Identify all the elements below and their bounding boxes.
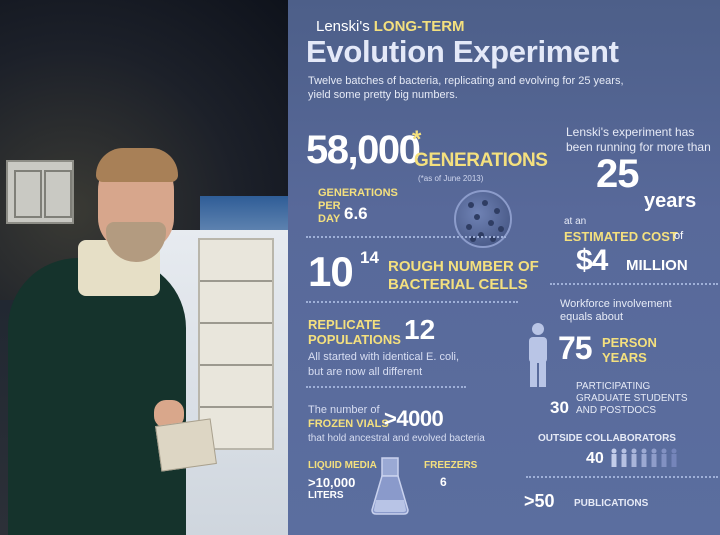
generations-note: (*as of June 2013) — [418, 174, 484, 183]
liquid-media-value: >10,000 — [308, 475, 356, 490]
per-day-label-2: PER — [318, 200, 341, 212]
cost-intro: at an — [564, 216, 587, 227]
frozen-vials-intro: The number of — [308, 404, 380, 416]
years-label: years — [644, 190, 697, 212]
cost-of: of — [674, 230, 684, 242]
cost-label: ESTIMATED COST — [564, 229, 678, 244]
generations-label: GENERATIONS — [414, 150, 548, 171]
workforce-line2: equals about — [560, 311, 623, 323]
person-years-label-1: PERSON — [602, 335, 657, 350]
liquid-media-unit: LITERS — [308, 490, 344, 501]
liquid-media-label: LIQUID MEDIA — [308, 460, 377, 471]
person-years-value: 75 — [558, 330, 593, 366]
subtitle-line1: Twelve batches of bacteria, replicating … — [308, 75, 624, 87]
cells-exponent: 14 — [360, 248, 379, 267]
header-kicker: Lenski's LONG-TERM — [316, 18, 465, 35]
people-row-icon — [611, 448, 677, 467]
header-lenski: Lenski's — [316, 18, 370, 35]
person-years-label-2: YEARS — [602, 350, 647, 365]
freezers-label: FREEZERS — [424, 460, 478, 471]
collaborators-value: 40 — [586, 450, 604, 467]
cost-unit: MILLION — [626, 257, 688, 274]
per-day-label-1: GENERATIONS — [318, 187, 398, 199]
running-line1: Lenski's experiment has — [566, 125, 695, 139]
publications-label: PUBLICATIONS — [574, 498, 649, 509]
freezers-value: 6 — [440, 475, 447, 489]
header-long-term: LONG-TERM — [373, 18, 465, 35]
replicates-label-1: REPLICATE — [308, 317, 381, 332]
frozen-vials-desc: that hold ancestral and evolved bacteria — [308, 433, 485, 444]
replicates-value: 12 — [404, 314, 436, 345]
cells-label-2: BACTERIAL CELLS — [388, 276, 528, 293]
replicates-desc-1: All started with identical E. coli, — [308, 351, 460, 363]
divider — [306, 236, 506, 238]
cells-base: 10 — [308, 248, 354, 295]
frozen-vials-value: >4000 — [384, 406, 444, 431]
generations-asterisk: * — [412, 126, 422, 153]
infographic-panel: Lenski's LONG-TERM Evolution Experiment T… — [288, 0, 720, 535]
publications-value: >50 — [524, 491, 555, 511]
researcher-photo — [0, 0, 288, 535]
divider — [306, 301, 518, 303]
page-title: Evolution Experiment — [306, 34, 619, 69]
freezer-box — [155, 418, 217, 472]
grad-students-label-2: GRADUATE STUDENTS — [576, 393, 688, 404]
divider — [526, 476, 718, 478]
running-line2: been running for more than — [566, 140, 711, 154]
flask-icon — [371, 457, 409, 515]
subtitle-line2: yield some pretty big numbers. — [308, 89, 458, 101]
divider — [550, 283, 718, 285]
collaborators-label: OUTSIDE COLLABORATORS — [538, 433, 676, 444]
grad-students-label-1: PARTICIPATING — [576, 381, 651, 392]
grad-students-label-3: AND POSTDOCS — [576, 405, 657, 416]
petri-dish-icon — [454, 190, 512, 248]
replicates-label-2: POPULATIONS — [308, 332, 401, 347]
years-value: 25 — [596, 152, 639, 196]
frozen-vials-label: FROZEN VIALS — [308, 418, 389, 430]
vial-rack — [198, 238, 274, 450]
cost-value: $4 — [576, 244, 608, 277]
generations-value: 58,000 — [306, 128, 421, 172]
per-day-value: 6.6 — [344, 204, 368, 223]
person-icon — [529, 323, 547, 387]
researcher-body — [8, 258, 186, 535]
cells-label-1: ROUGH NUMBER OF — [388, 258, 539, 275]
grad-students-value: 30 — [550, 398, 569, 417]
per-day-label-3: DAY — [318, 213, 341, 225]
replicates-desc-2: but are now all different — [308, 366, 423, 378]
workforce-line1: Workforce involvement — [560, 298, 672, 310]
divider — [306, 386, 466, 388]
lab-cabinet — [6, 160, 74, 224]
researcher-hair — [96, 148, 178, 182]
